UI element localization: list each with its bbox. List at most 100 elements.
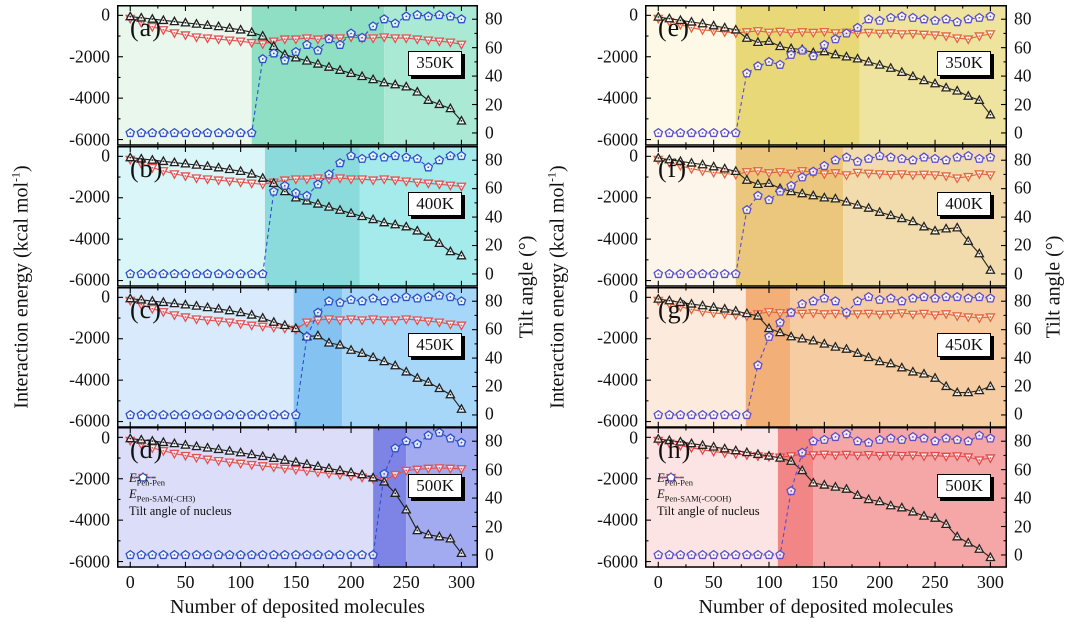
series-pen-sam xyxy=(125,155,467,192)
tilt-tick-label: 20 xyxy=(1014,234,1032,255)
panel-frame xyxy=(645,145,1007,287)
energy-tick-label: -2000 xyxy=(597,186,638,207)
tilt-tick-label: 60 xyxy=(1014,318,1032,339)
panel-letter-d: (d) xyxy=(130,435,164,465)
panel-frame xyxy=(645,286,1007,428)
series-tilt-angle xyxy=(653,429,996,560)
energy-tick-label: 0 xyxy=(629,426,638,447)
panel-c-plot xyxy=(117,286,478,428)
tilt-tick-label: 60 xyxy=(485,36,503,57)
shade-band-d-0 xyxy=(117,427,374,568)
tilt-tick-label: 20 xyxy=(485,234,503,255)
tilt-tick-label: 40 xyxy=(1014,487,1032,508)
panel-b-plot xyxy=(117,145,478,287)
energy-tick-label: -2000 xyxy=(597,468,638,489)
tilt-tick-label: 0 xyxy=(485,403,494,424)
tilt-tick-label: 20 xyxy=(485,375,503,396)
tilt-tick-label: 80 xyxy=(1014,8,1032,29)
legend-h: EPen-Pen EPen-SAM(-COOH) Tilt angle of nuc… xyxy=(657,471,760,519)
panel-letter-b: (b) xyxy=(130,153,164,183)
energy-tick-label: -4000 xyxy=(597,228,638,249)
tilt-tick-label: 60 xyxy=(485,459,503,480)
x-tick-label: 100 xyxy=(755,572,783,592)
series-tilt-angle xyxy=(653,291,996,419)
panel-frame xyxy=(117,145,478,287)
x-tick-label: 150 xyxy=(282,572,310,592)
series-tilt-angle xyxy=(125,150,467,278)
energy-tick-label: 0 xyxy=(101,4,110,25)
energy-tick-label: -6000 xyxy=(69,128,110,149)
panel-d: (d) 500K EPen-Pen EPen-SAM(-CH3) Tilt angle … xyxy=(69,427,503,591)
series-tilt-angle xyxy=(125,9,467,138)
panel-frame xyxy=(117,427,478,568)
tilt-tick-label: 0 xyxy=(1014,544,1023,565)
tilt-tick-label: 80 xyxy=(1014,289,1032,310)
x-tick-label: 150 xyxy=(810,572,838,592)
panel-a: (a) 350K 0 -2000 -4000 -6000 80 60 40 20 0 xyxy=(69,5,503,147)
energy-tick-label: -2000 xyxy=(597,45,638,66)
tilt-tick-label: 0 xyxy=(485,262,494,283)
series-pen-pen xyxy=(125,433,467,558)
series-pen-pen xyxy=(653,292,996,396)
panel-column-right: (e) 350K 0 -2000 -4000 -6000 80 60 40 20 0 (f) 400K 0… xyxy=(597,5,1032,591)
energy-tick-label: 0 xyxy=(629,145,638,166)
panel-h: (h) 500K EPen-Pen EPen-SAM(-COOH) Tilt angle… xyxy=(597,427,1032,591)
legend-label: EPen-SAM(-COOH) xyxy=(657,486,732,504)
legend-item: Tilt angle of nucleus xyxy=(129,472,232,519)
panel-e: (e) 350K 0 -2000 -4000 -6000 80 60 40 20 0 xyxy=(597,5,1032,147)
shade-band-e-1 xyxy=(735,5,860,146)
tilt-tick-label: 20 xyxy=(1014,93,1032,114)
tilt-tick-label: 60 xyxy=(1014,459,1032,480)
x-axis-title-right: Number of deposited molecules xyxy=(698,596,954,618)
y-axis-label-energy-right: Interaction energy (kcal mol-1) xyxy=(544,165,569,409)
tilt-tick-label: 0 xyxy=(1014,122,1023,143)
tilt-tick-label: 80 xyxy=(485,430,503,451)
x-axis-title-left: Number of deposited molecules xyxy=(170,596,425,618)
tilt-tick-label: 40 xyxy=(1014,206,1032,227)
legend-item: EPen-SAM(-COOH) xyxy=(657,474,760,504)
legend-item: EPen-SAM(-CH3) xyxy=(129,474,232,504)
series-pen-pen xyxy=(125,151,467,260)
x-tick-label: 50 xyxy=(176,572,195,592)
x-tick-label: 200 xyxy=(866,572,894,592)
temp-badge-f: 400K xyxy=(937,192,991,217)
energy-tick-label: -6000 xyxy=(69,551,110,572)
temp-badge-e: 350K xyxy=(937,51,991,76)
panel-g: (g) 450K 0 -2000 -4000 -6000 80 60 40 20 0 xyxy=(597,286,1032,429)
panel-d-plot xyxy=(117,427,478,568)
panel-e-plot xyxy=(645,5,1007,146)
tilt-tick-label: 40 xyxy=(1014,346,1032,367)
energy-tick-label: 0 xyxy=(101,145,110,166)
tilt-tick-label: 0 xyxy=(485,544,494,565)
series-tilt-angle xyxy=(125,289,467,419)
temp-badge-a: 350K xyxy=(408,51,462,76)
panel-letter-f: (f) xyxy=(658,153,687,183)
y-axis-label-energy-left: Interaction energy (kcal mol-1) xyxy=(8,165,33,409)
tilt-tick-label: 60 xyxy=(485,318,503,339)
panel-f: (f) 400K 0 -2000 -4000 -6000 80 60 40 20 0 xyxy=(597,145,1032,288)
legend-label: Tilt angle of nucleus xyxy=(129,504,232,518)
series-tilt-angle xyxy=(125,427,467,560)
tilt-tick-label: 80 xyxy=(485,149,503,170)
energy-tick-label: -6000 xyxy=(597,551,638,572)
legend-marker-pentagon xyxy=(658,472,684,482)
panel-frame xyxy=(117,286,478,428)
series-tilt-angle xyxy=(653,150,996,278)
x-tick-label: 50 xyxy=(704,572,723,592)
series-pen-pen xyxy=(125,10,467,125)
energy-tick-label: -6000 xyxy=(597,128,638,149)
x-tick-label: 300 xyxy=(976,572,1004,592)
shade-band-h-1 xyxy=(777,427,814,568)
panel-letter-h: (h) xyxy=(658,435,692,465)
panel-f-plot xyxy=(645,145,1007,287)
temp-badge-h: 500K xyxy=(937,473,991,498)
tilt-tick-label: 0 xyxy=(1014,262,1023,283)
y-axis-label-tilt-right: Tilt angle (°) xyxy=(1042,235,1065,339)
energy-tick-label: -6000 xyxy=(69,269,110,290)
tilt-tick-label: 60 xyxy=(1014,177,1032,198)
energy-tick-label: 0 xyxy=(101,426,110,447)
panel-frame xyxy=(117,5,478,146)
panel-b: (b) 400K 0 -2000 -4000 -6000 80 60 40 20 0 xyxy=(69,145,503,288)
legend-label: EPen-SAM(-CH3) xyxy=(129,486,196,504)
temp-badge-c: 450K xyxy=(408,332,462,358)
